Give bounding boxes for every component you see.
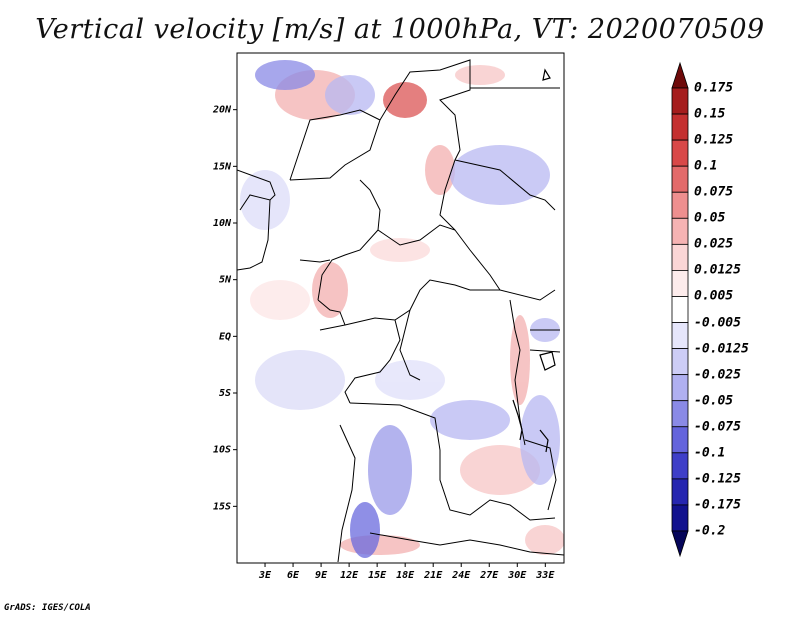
- lat-tick-label: 20N: [212, 105, 232, 116]
- map-frame: [236, 52, 565, 564]
- colorbar-segment: [671, 165, 689, 193]
- lon-tick-label: 3E: [258, 570, 272, 581]
- colorbar-segment: [671, 374, 689, 402]
- lon-tick-label: 24E: [451, 570, 471, 581]
- lat-tick-label: 5S: [219, 388, 231, 399]
- colorbar-label: -0.005: [694, 315, 741, 331]
- lat-tick-label: 15S: [213, 501, 231, 512]
- latitude-axis: 20N 15N 10N 5N EQ 5S 10S 15S: [212, 105, 237, 512]
- colorbar-label: 0.05: [694, 210, 726, 226]
- lon-tick-label: 9E: [315, 570, 328, 581]
- colorbar-segment: [671, 113, 689, 141]
- colorbar-label: 0.125: [694, 132, 734, 148]
- lat-tick-label: 10S: [213, 445, 231, 456]
- colorbar-label: 0.005: [694, 288, 734, 304]
- negative-velocity-patches: [240, 60, 560, 558]
- lon-tick-label: 30E: [507, 570, 527, 581]
- colorbar-label: -0.025: [694, 367, 741, 383]
- velocity-field: [237, 53, 564, 563]
- lat-tick-label: 15N: [213, 161, 232, 172]
- colorbar-label: 0.1: [694, 158, 718, 174]
- colorbar-label: -0.1: [694, 445, 726, 461]
- footer-credit: GrADS: IGES/COLA: [4, 603, 91, 613]
- colorbar-label: -0.0125: [694, 341, 749, 357]
- lon-tick-label: 33E: [535, 570, 555, 581]
- colorbar-segment: [671, 452, 689, 480]
- lat-tick-label: EQ: [219, 331, 231, 342]
- colorbar-segment: [671, 191, 689, 219]
- colorbar-segment: [671, 217, 689, 245]
- colorbar-label: 0.075: [694, 184, 734, 200]
- colorbar-segment: [671, 243, 689, 271]
- colorbar-segment: [671, 296, 689, 323]
- colorbar-segment: [671, 400, 689, 428]
- colorbar-segment: [671, 504, 689, 532]
- colorbar-segment: [671, 530, 689, 558]
- lon-tick-label: 12E: [340, 570, 359, 581]
- colorbar-label: 0.0125: [694, 262, 741, 278]
- lon-tick-label: 27E: [479, 570, 499, 581]
- colorbar-segment: [671, 87, 689, 115]
- lake-outlines: [512, 68, 556, 453]
- colorbar-segment: [671, 61, 689, 89]
- colorbar-segment: [671, 478, 689, 506]
- colorbar-label: 0.175: [694, 80, 734, 96]
- colorbar-segment: [671, 270, 689, 297]
- colorbar-segment: [671, 322, 689, 349]
- colorbar-label: -0.2: [694, 523, 726, 539]
- chart-title: Vertical velocity [m/s] at 1000hPa, VT: …: [35, 14, 765, 45]
- lon-tick-label: 15E: [368, 570, 387, 581]
- lon-tick-label: 18E: [396, 570, 415, 581]
- longitude-axis: 3E 6E 9E 12E 15E 18E 21E 24E 27E 30E 33E: [258, 563, 555, 581]
- colorbar-label: -0.175: [694, 497, 741, 513]
- colorbar-segment: [671, 348, 689, 376]
- colorbar-segment: [671, 139, 689, 167]
- colorbar: [671, 61, 689, 558]
- lon-tick-label: 21E: [423, 570, 443, 581]
- colorbar-label: 0.15: [694, 106, 726, 122]
- colorbar-label: -0.075: [694, 419, 741, 435]
- colorbar-label: -0.05: [694, 393, 734, 409]
- colorbar-label: -0.125: [694, 471, 741, 487]
- lon-tick-label: 6E: [287, 570, 300, 581]
- country-borders: [237, 59, 564, 563]
- colorbar-segment: [671, 426, 689, 454]
- colorbar-label: 0.025: [694, 236, 734, 252]
- lat-tick-label: 10N: [213, 218, 232, 229]
- lat-tick-label: 5N: [219, 275, 232, 286]
